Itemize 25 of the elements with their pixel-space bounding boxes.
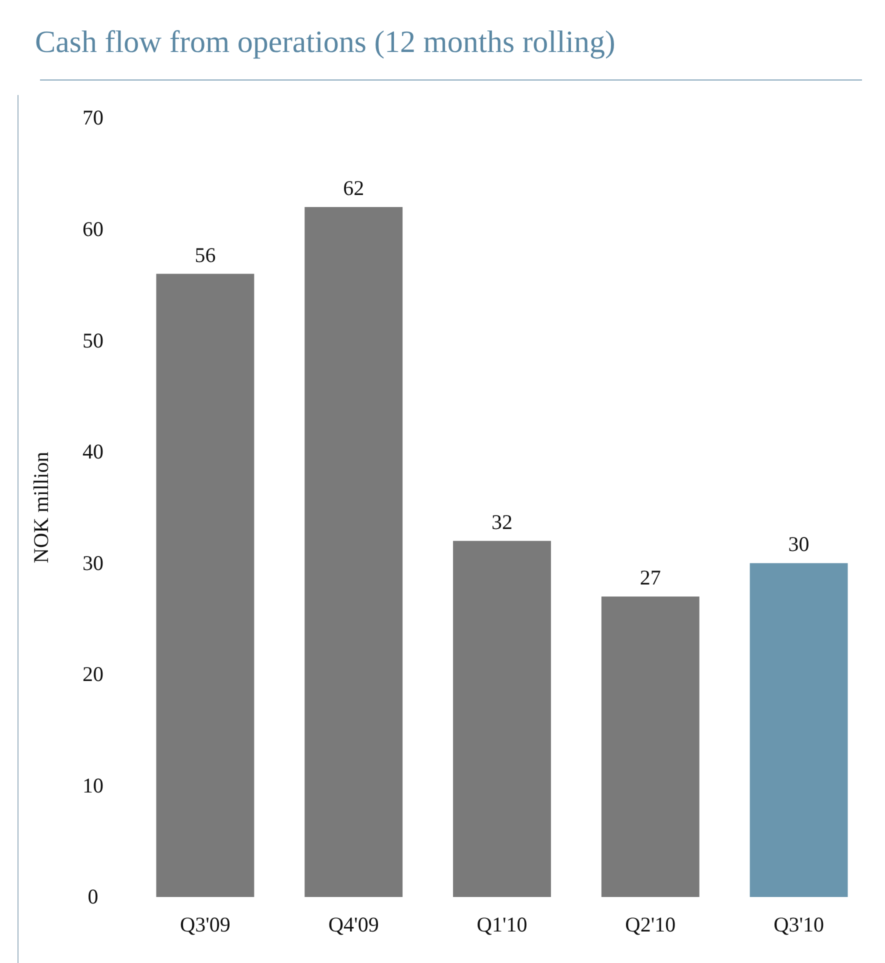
bar	[304, 207, 403, 897]
bar	[156, 274, 254, 897]
data-label: 56	[194, 242, 216, 267]
bar	[750, 563, 848, 897]
data-label: 62	[343, 176, 364, 200]
y-tick-label: 40	[82, 440, 104, 464]
y-tick-label: 20	[82, 662, 104, 686]
y-axis-title: NOK million	[29, 451, 53, 564]
y-tick-label: 30	[82, 550, 104, 575]
data-label: 27	[640, 566, 661, 590]
data-label: 32	[492, 510, 512, 534]
x-tick-label: Q2'10	[625, 912, 676, 936]
bar	[601, 596, 700, 897]
y-tick-label: 60	[82, 217, 104, 242]
y-tick-label: 70	[82, 106, 104, 130]
bar	[453, 540, 551, 897]
x-tick-label: Q3'10	[774, 912, 824, 936]
y-tick-label: 50	[82, 328, 104, 352]
data-label: 30	[788, 532, 810, 556]
x-tick-label: Q3'09	[180, 912, 230, 936]
x-tick-label: Q4'09	[328, 912, 379, 936]
x-tick-label: Q1'10	[476, 912, 528, 936]
y-tick-label: 0	[88, 884, 98, 909]
chart-title: Cash flow from operations (12 months rolling)	[35, 24, 616, 59]
y-tick-label: 10	[82, 773, 104, 798]
